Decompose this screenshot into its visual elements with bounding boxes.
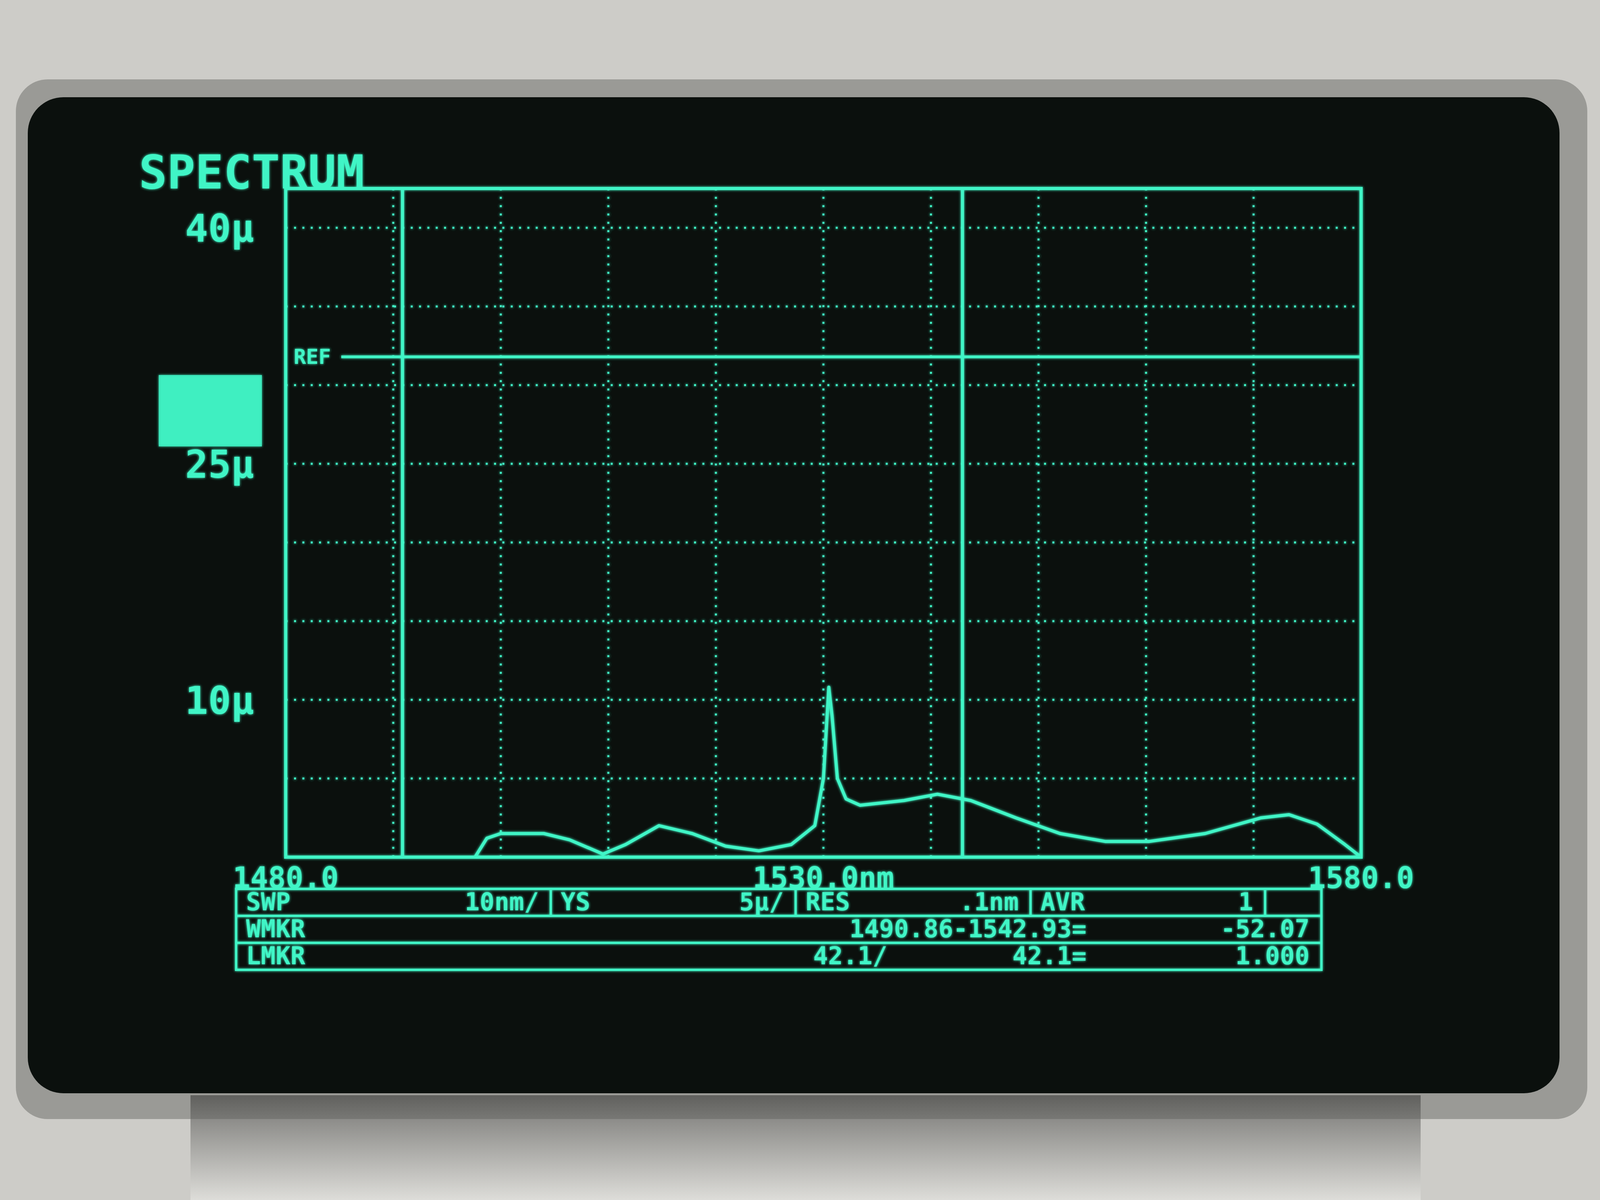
y-tick-label: 10µ [185,678,254,724]
status-cell-line [1263,888,1267,916]
grid-line-y [285,698,1362,701]
status-value: 1 [1238,887,1254,917]
grid [285,188,1362,858]
y-tick-label: 40µ [185,206,254,251]
status-value: 42.1/ [813,941,888,971]
status-row-line [236,941,1322,945]
ref-label: REF [293,344,331,369]
status-value: 1490.86-1542.93= [849,914,1087,944]
wavelength-marker [400,188,404,858]
status-label: LMKR [246,941,306,971]
wavelength-marker [960,188,964,858]
grid-line-x [1252,188,1255,858]
status-label: RES [805,887,850,917]
data-group [285,188,1362,858]
title: SPECTRUM [138,144,365,200]
status-value: 42.1= [1012,941,1087,971]
glare [190,1095,1421,1200]
x-tick-label: 1580.0 [1307,860,1414,895]
status-value: .1nm [959,887,1019,917]
y-tick-label: 25µ [185,442,254,487]
status-label: WMKR [246,914,306,944]
softkey-indicator [158,375,262,447]
status-value: 5µ/ [739,887,784,917]
screen [27,97,1560,1094]
status-cell-line [549,888,552,916]
bezel-inner [15,79,1588,1120]
status-label: YS [560,887,591,917]
status-box: SWP 10nm/YS 5µ/RES .1nm AVR 1 WMKR 1490.86-1542… [236,887,1322,971]
grid-line-x [607,188,610,858]
grid-line-x [1037,188,1040,858]
status-value: 1.000 [1235,941,1310,971]
grid-line-x [500,188,502,858]
status-label: AVR [1040,887,1086,917]
status-cell-line [1029,888,1032,916]
grid-line-y [285,226,1362,229]
grid-line-x [930,188,933,858]
status-label: SWP [246,887,291,917]
status-value: 10nm/ [464,887,539,917]
plot-frame [285,188,1362,858]
grid-line-x [1145,188,1148,858]
grid-line-y [285,541,1362,544]
chart-root: SPECTRUM10µ25µ40µ1480.01530.0nm1580.0REF… [0,0,1600,1200]
grid-line-x [392,188,395,858]
ref-line [341,355,1362,359]
spectrum-trace [285,687,1362,858]
display: SPECTRUM10µ25µ40µ1480.01530.0nm1580.0REF… [138,144,1415,971]
grid-line-x [715,188,718,858]
status-value: -52.07 [1220,914,1310,944]
status-cell-line [794,888,797,916]
grid-line-y [285,384,1362,387]
bezel [0,0,1600,1200]
